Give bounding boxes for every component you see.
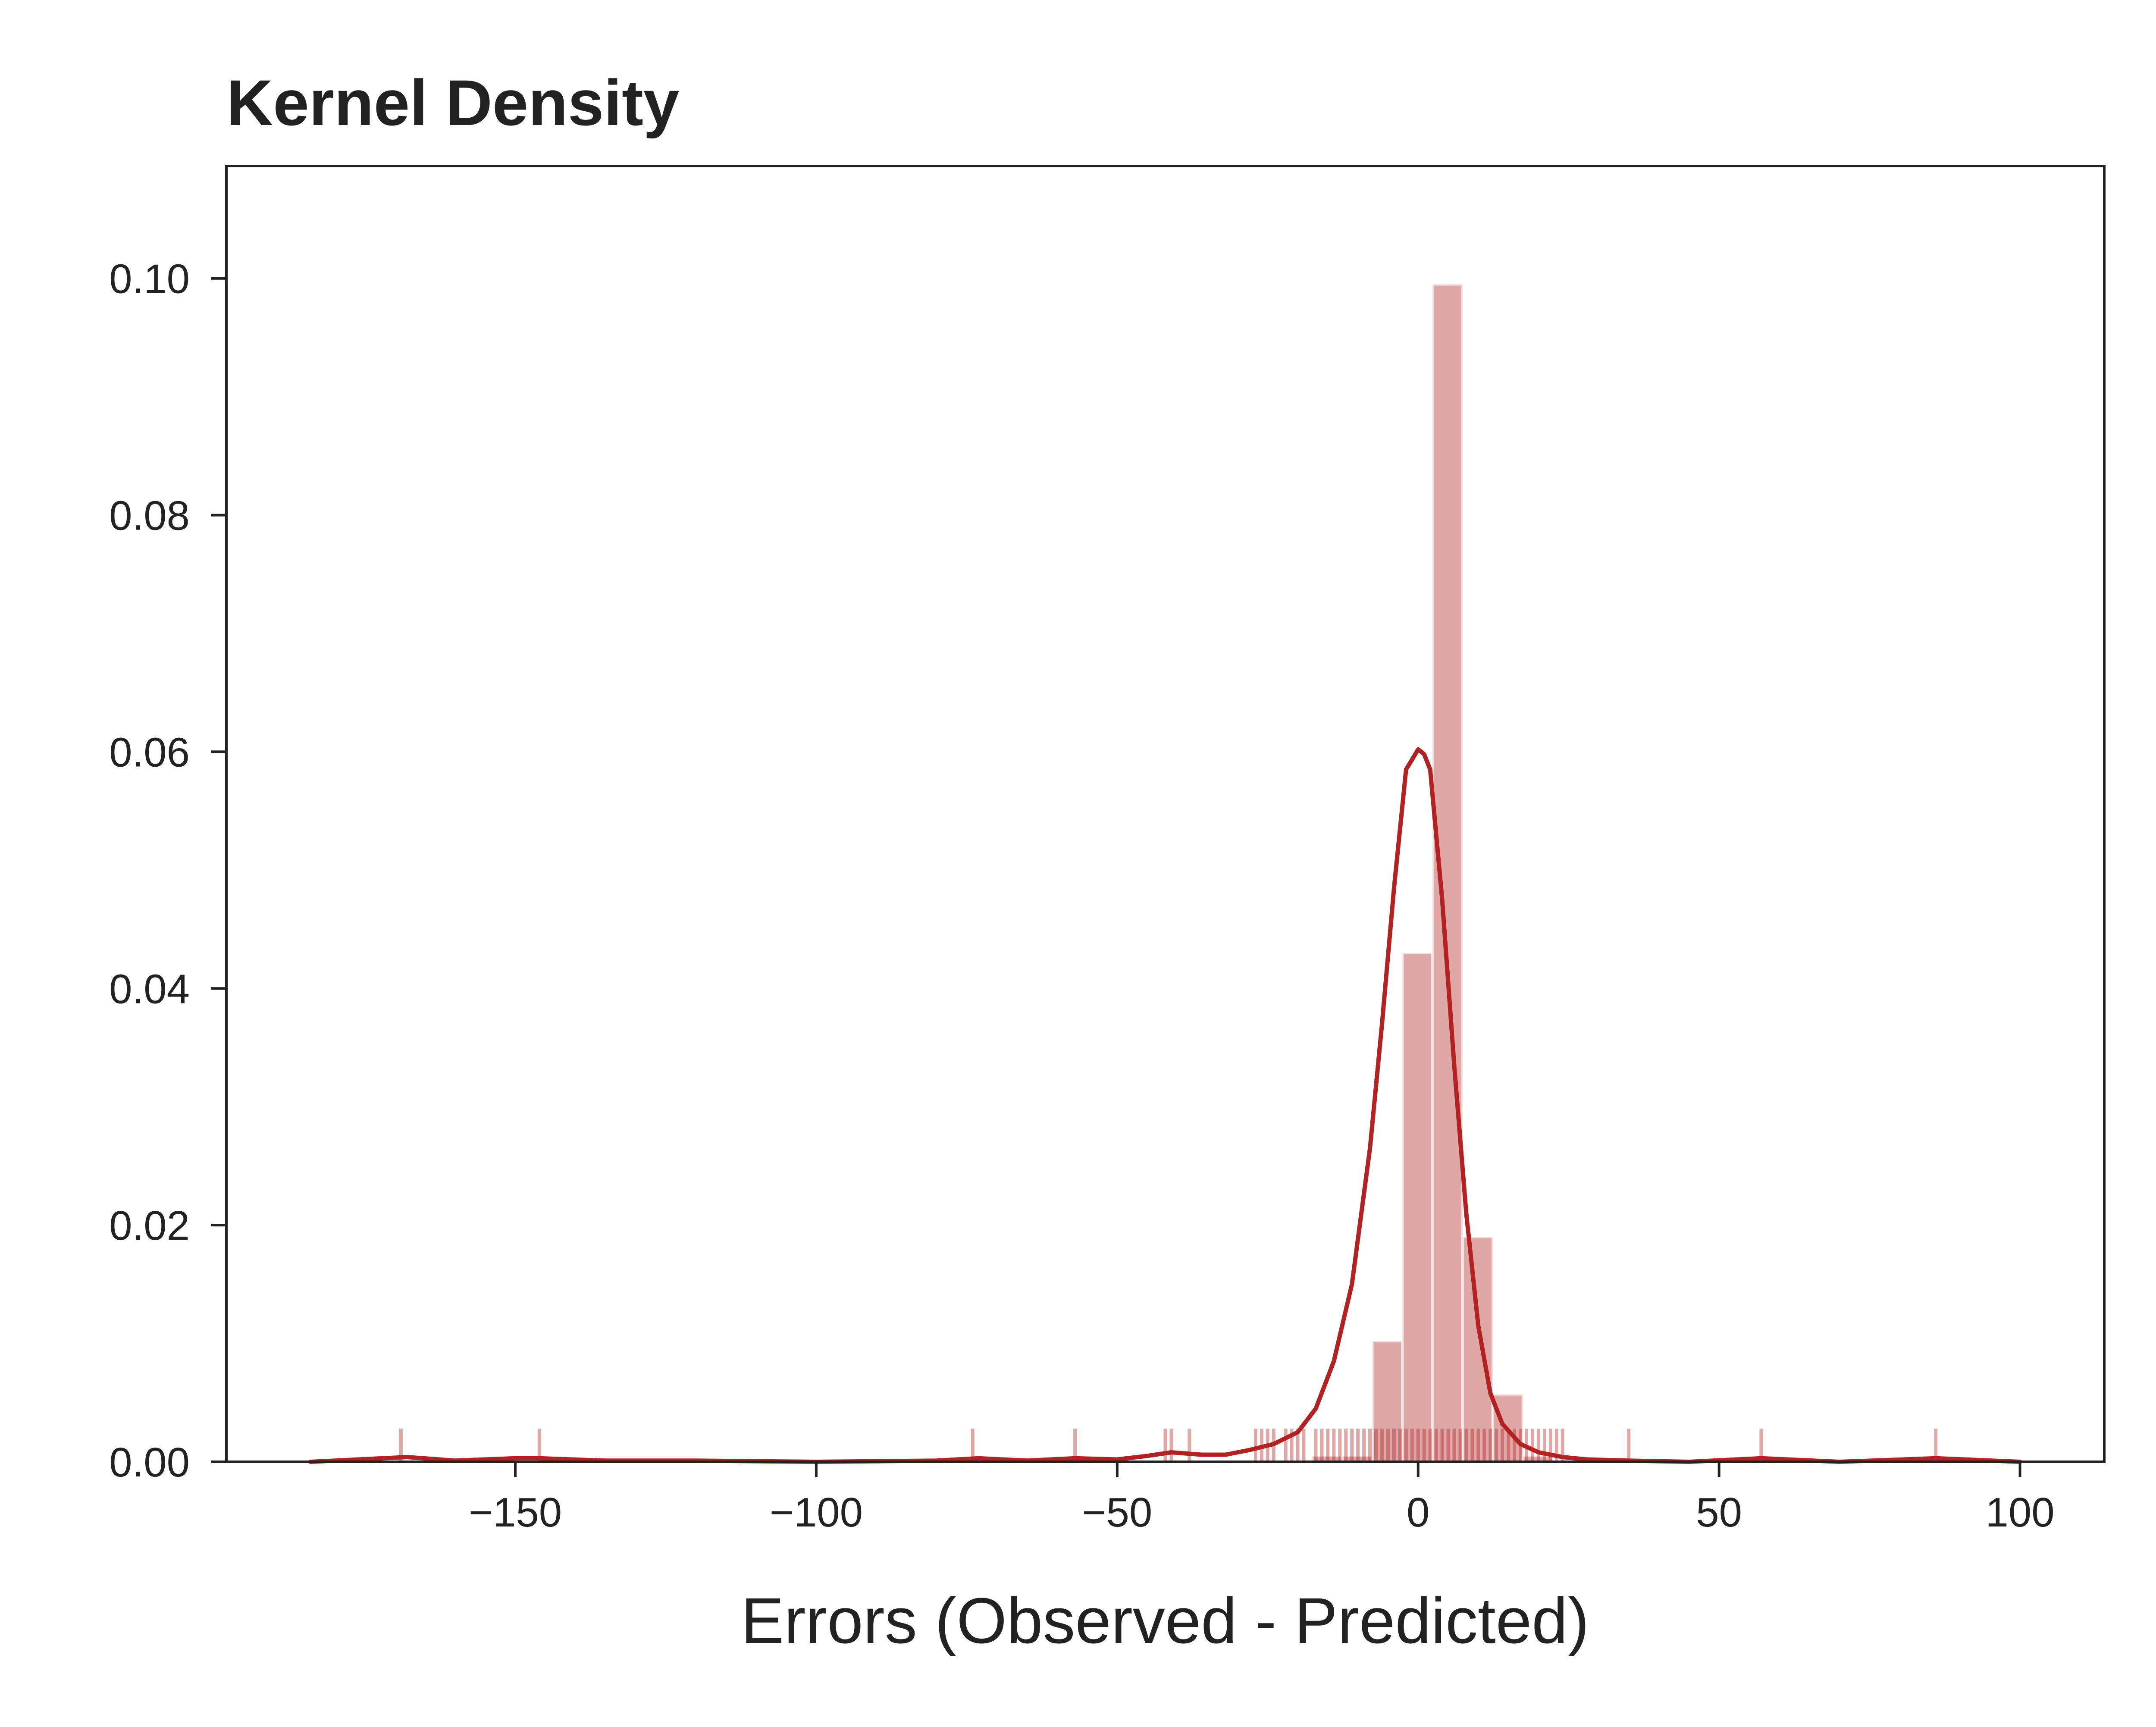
y-tick-label: 0.00: [109, 1439, 190, 1486]
y-axis-ticks: 0.00 0.02 0.04 0.06 0.08 0.10: [109, 256, 226, 1486]
x-axis-ticks: −150 −100 −50 0 50 100: [469, 1462, 2055, 1536]
histogram-bar: [1401, 951, 1434, 1463]
x-tick-label: −150: [469, 1489, 562, 1536]
y-tick-label: 0.08: [109, 493, 190, 539]
plot-frame: [225, 165, 2106, 1463]
x-tick-label: 100: [1985, 1489, 2054, 1536]
kde-line: [308, 747, 2022, 1464]
chart-title: Kernel Density: [226, 66, 679, 139]
histogram-bar: [1461, 1235, 1494, 1463]
y-tick-label: 0.02: [109, 1203, 190, 1249]
x-tick-label: −100: [770, 1489, 863, 1536]
x-tick-label: −50: [1082, 1489, 1152, 1536]
x-tick-label: 50: [1696, 1489, 1742, 1536]
x-tick-label: 0: [1407, 1489, 1429, 1536]
y-tick-label: 0.10: [109, 256, 190, 302]
y-tick-label: 0.06: [109, 729, 190, 775]
y-tick-label: 0.04: [109, 966, 190, 1012]
x-axis-label: Errors (Observed - Predicted): [741, 1584, 1589, 1657]
plot-area: [308, 283, 2022, 1464]
histogram-bar: [1431, 283, 1464, 1463]
